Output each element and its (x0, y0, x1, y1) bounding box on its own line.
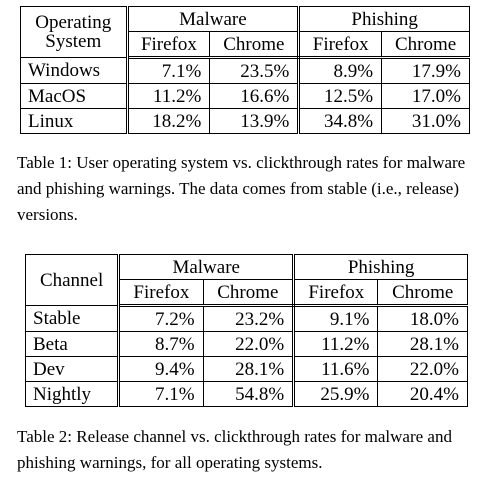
subheader-phishing-chrome: Chrome (381, 31, 470, 59)
table-row: Dev 9.4% 28.1% 11.6% 22.0% (24, 356, 468, 382)
table-cell: 17.9% (381, 57, 470, 84)
table-cell: 23.2% (202, 305, 296, 332)
table-cell: 8.9% (298, 57, 383, 84)
table-cell: 11.2% (293, 331, 379, 357)
table-cell: 9.1% (293, 305, 379, 332)
table-cell: 18.2% (126, 108, 211, 134)
table-cell: 31.0% (381, 108, 470, 134)
row-label: Beta (24, 331, 121, 357)
subheader-malware-chrome: Chrome (202, 279, 296, 307)
row-label: Linux (20, 108, 129, 134)
table-cell: 8.7% (118, 331, 204, 357)
table-cell: 23.5% (209, 57, 301, 84)
row-label: Nightly (24, 381, 121, 407)
table-row: MacOS 11.2% 16.6% 12.5% 17.0% (20, 83, 470, 109)
subheader-malware-firefox: Firefox (118, 279, 204, 307)
subheader-phishing-chrome: Chrome (377, 279, 468, 307)
table-cell: 17.0% (381, 83, 470, 109)
table-channel-clickthrough: Channel Malware Phishing Firefox Chrome … (24, 254, 468, 407)
table-row: Stable 7.2% 23.2% 9.1% 18.0% (24, 305, 468, 332)
table2-caption: Table 2: Release channel vs. clickthroug… (17, 427, 452, 472)
subheader-malware-chrome: Chrome (209, 31, 301, 59)
group-header-malware: Malware (126, 6, 301, 32)
table-cell: 16.6% (209, 83, 301, 109)
row-label: Windows (20, 57, 129, 84)
subheader-malware-firefox: Firefox (126, 31, 211, 59)
table-row: Nightly 7.1% 54.8% 25.9% 20.4% (24, 381, 468, 407)
table-cell: 25.9% (293, 381, 379, 407)
table-cell: 22.0% (377, 356, 468, 382)
group-header-phishing: Phishing (298, 6, 470, 32)
row-label: MacOS (20, 83, 129, 109)
table-cell: 7.1% (126, 57, 211, 84)
table-cell: 34.8% (298, 108, 383, 134)
group-header-malware: Malware (118, 254, 296, 280)
table1-caption: Table 1: User operating system vs. click… (17, 153, 466, 224)
table-cell: 7.1% (118, 381, 204, 407)
corner-header-line2: System (45, 31, 102, 52)
subheader-phishing-firefox: Firefox (298, 31, 383, 59)
corner-header: Operating System (20, 6, 129, 58)
table-cell: 54.8% (202, 381, 296, 407)
corner-header-line1: Operating (35, 12, 112, 33)
table-cell: 20.4% (377, 381, 468, 407)
table-cell: 28.1% (202, 356, 296, 382)
row-label: Dev (24, 356, 121, 382)
corner-header: Channel (24, 254, 121, 306)
table-cell: 11.2% (126, 83, 211, 109)
table-row: Windows 7.1% 23.5% 8.9% 17.9% (20, 57, 470, 84)
table-cell: 7.2% (118, 305, 204, 332)
table-cell: 13.9% (209, 108, 301, 134)
table-cell: 12.5% (298, 83, 383, 109)
table-cell: 22.0% (202, 331, 296, 357)
table-cell: 11.6% (293, 356, 379, 382)
table-cell: 9.4% (118, 356, 204, 382)
table-row: Linux 18.2% 13.9% 34.8% 31.0% (20, 108, 470, 134)
table-cell: 28.1% (377, 331, 468, 357)
row-label: Stable (24, 305, 121, 332)
subheader-phishing-firefox: Firefox (293, 279, 379, 307)
table-cell: 18.0% (377, 305, 468, 332)
group-header-phishing: Phishing (293, 254, 468, 280)
table-os-clickthrough: Operating System Malware Phishing Firefo… (20, 6, 470, 134)
table-row: Beta 8.7% 22.0% 11.2% 28.1% (24, 331, 468, 357)
